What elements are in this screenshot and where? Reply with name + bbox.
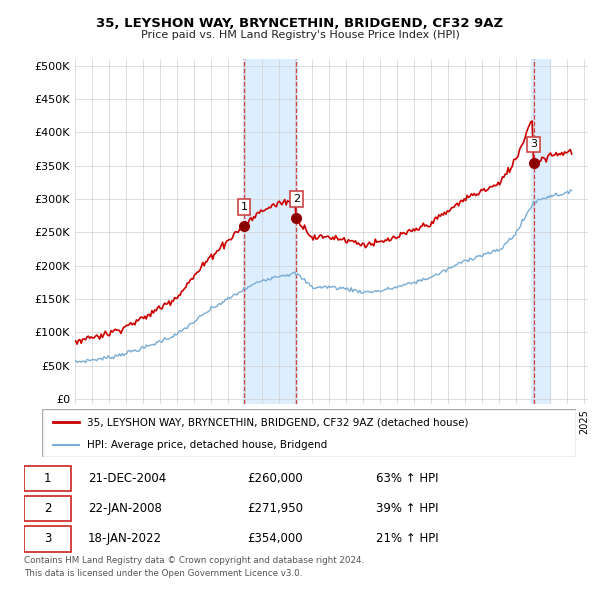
Text: Price paid vs. HM Land Registry's House Price Index (HPI): Price paid vs. HM Land Registry's House …	[140, 30, 460, 40]
Text: £354,000: £354,000	[247, 532, 303, 545]
Text: 21% ↑ HPI: 21% ↑ HPI	[376, 532, 438, 545]
Bar	[532, 59, 550, 404]
Text: 1: 1	[241, 202, 248, 212]
Text: 35, LEYSHON WAY, BRYNCETHIN, BRIDGEND, CF32 9AZ: 35, LEYSHON WAY, BRYNCETHIN, BRIDGEND, C…	[97, 17, 503, 30]
Text: 18-JAN-2022: 18-JAN-2022	[88, 532, 162, 545]
Text: 63% ↑ HPI: 63% ↑ HPI	[376, 472, 438, 485]
Text: £260,000: £260,000	[247, 472, 303, 485]
Bar	[243, 59, 297, 404]
Text: 39% ↑ HPI: 39% ↑ HPI	[376, 502, 438, 515]
Text: This data is licensed under the Open Government Licence v3.0.: This data is licensed under the Open Gov…	[24, 569, 302, 578]
Text: HPI: Average price, detached house, Bridgend: HPI: Average price, detached house, Brid…	[88, 440, 328, 450]
FancyBboxPatch shape	[24, 466, 71, 491]
Text: Contains HM Land Registry data © Crown copyright and database right 2024.: Contains HM Land Registry data © Crown c…	[24, 556, 364, 565]
Text: 3: 3	[530, 139, 537, 149]
Text: 1: 1	[44, 472, 52, 485]
FancyBboxPatch shape	[24, 496, 71, 522]
Text: 21-DEC-2004: 21-DEC-2004	[88, 472, 166, 485]
Text: 35, LEYSHON WAY, BRYNCETHIN, BRIDGEND, CF32 9AZ (detached house): 35, LEYSHON WAY, BRYNCETHIN, BRIDGEND, C…	[88, 417, 469, 427]
FancyBboxPatch shape	[24, 526, 71, 552]
Text: 2: 2	[293, 194, 300, 204]
Text: £271,950: £271,950	[247, 502, 303, 515]
Text: 22-JAN-2008: 22-JAN-2008	[88, 502, 162, 515]
Text: 2: 2	[44, 502, 52, 515]
Text: 3: 3	[44, 532, 52, 545]
